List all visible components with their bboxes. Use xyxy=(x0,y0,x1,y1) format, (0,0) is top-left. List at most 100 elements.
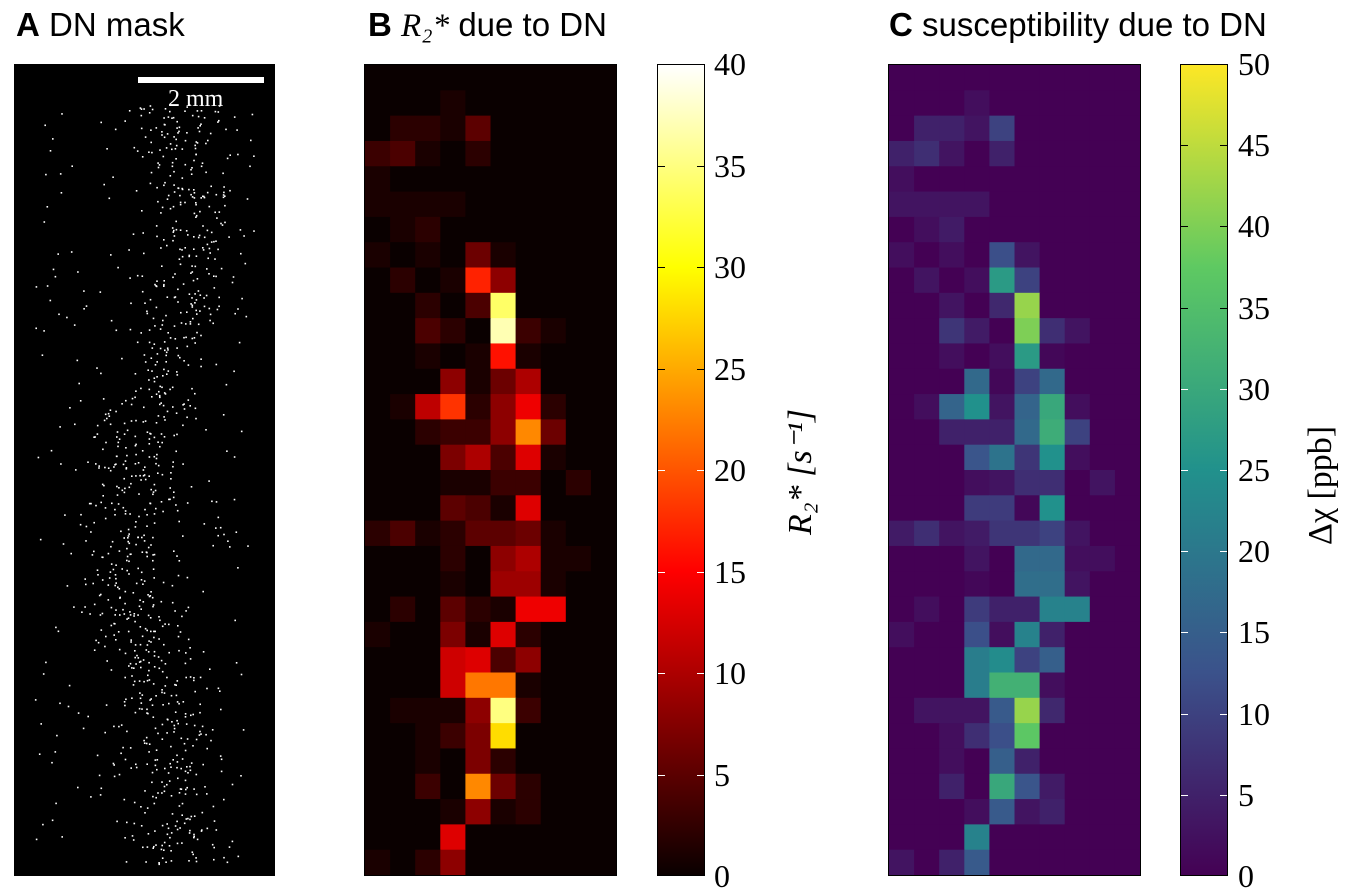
susceptibility-tick-label: 15 xyxy=(1238,614,1270,651)
r2star-tick-mark xyxy=(697,571,704,573)
susceptibility-cell xyxy=(1039,140,1066,167)
susceptibility-tick-mark xyxy=(1220,470,1227,471)
susceptibility-cell xyxy=(939,773,965,800)
r2star-cell xyxy=(565,191,592,218)
susceptibility-cell xyxy=(964,292,990,319)
r2star-cell xyxy=(465,647,492,674)
r2star-cell xyxy=(590,140,616,167)
r2star-tick-label: 40 xyxy=(714,46,746,82)
susceptibility-cell xyxy=(1089,824,1116,851)
r2star-tick-mark xyxy=(697,470,704,471)
r2star-cell xyxy=(465,697,492,724)
r2star-cell xyxy=(590,773,616,800)
r2star-cell xyxy=(440,90,466,117)
susceptibility-cell xyxy=(939,799,965,825)
susceptibility-cell xyxy=(1114,545,1140,572)
susceptibility-cell xyxy=(989,520,1016,547)
r2star-cell xyxy=(490,394,517,420)
susceptibility-cell xyxy=(1014,90,1041,117)
susceptibility-cell xyxy=(914,90,940,117)
r2star-tick-label: 35 xyxy=(714,147,746,184)
susceptibility-cell xyxy=(1039,267,1066,294)
susceptibility-cell xyxy=(989,343,1016,370)
susceptibility-cell xyxy=(989,672,1016,699)
susceptibility-cell xyxy=(889,596,915,623)
r2star-cell xyxy=(415,242,441,269)
r2star-cell xyxy=(490,596,517,623)
susceptibility-cell xyxy=(989,318,1016,345)
r2star-cell xyxy=(465,368,492,395)
r2star-tick-label: 5 xyxy=(714,756,730,793)
susceptibility-cell xyxy=(1064,140,1091,167)
susceptibility-cell xyxy=(989,647,1016,674)
r2star-cell xyxy=(540,343,567,370)
r2star-cell xyxy=(415,65,441,91)
susceptibility-cell xyxy=(1114,621,1140,648)
r2star-cell xyxy=(365,267,391,294)
susceptibility-cell xyxy=(1039,292,1066,319)
r2star-cell xyxy=(540,647,567,674)
r2star-cell xyxy=(515,799,542,825)
susceptibility-cell xyxy=(1089,470,1116,496)
susceptibility-cell xyxy=(989,621,1016,648)
susceptibility-cell xyxy=(939,419,965,446)
susceptibility-cell xyxy=(1039,242,1066,269)
susceptibility-cell xyxy=(1064,545,1091,572)
r2star-cell xyxy=(415,520,441,547)
r2star-tick-mark xyxy=(697,368,704,370)
susceptibility-cell xyxy=(964,191,990,218)
r2star-cell xyxy=(440,318,466,345)
r2star-cell xyxy=(540,368,567,395)
r2star-tick-mark xyxy=(658,267,665,268)
r2star-cell xyxy=(540,90,567,117)
susceptibility-cell xyxy=(1114,318,1140,345)
susceptibility-cell xyxy=(1114,216,1140,243)
susceptibility-cell xyxy=(1039,394,1066,420)
r2star-cell xyxy=(565,470,592,496)
susceptibility-cell xyxy=(914,723,940,750)
susceptibility-cell xyxy=(889,470,915,496)
r2star-cell xyxy=(565,849,592,875)
r2star-cell xyxy=(465,672,492,699)
susceptibility-cell xyxy=(1089,723,1116,750)
r2star-cell xyxy=(415,419,441,446)
susceptibility-cell xyxy=(1039,723,1066,750)
r2star-cell xyxy=(490,824,517,851)
r2star-cell xyxy=(540,545,567,572)
susceptibility-cell xyxy=(939,318,965,345)
susceptibility-cell xyxy=(989,65,1016,91)
r2star-cell xyxy=(590,166,616,193)
r2star-cell xyxy=(440,672,466,699)
r2star-cell xyxy=(515,267,542,294)
r2star-cell xyxy=(465,849,492,875)
r2star-cell xyxy=(365,571,391,598)
susceptibility-cell xyxy=(1089,571,1116,598)
susceptibility-cell xyxy=(889,849,915,875)
susceptibility-tick-mark xyxy=(1220,307,1227,309)
r2star-cell xyxy=(440,115,466,142)
susceptibility-cell xyxy=(1089,166,1116,193)
susceptibility-cell xyxy=(914,773,940,800)
r2star-cell xyxy=(590,444,616,471)
susceptibility-cell xyxy=(1014,292,1041,319)
r2star-cell xyxy=(440,495,466,522)
r2star-cell xyxy=(590,596,616,623)
r2star-cell xyxy=(490,621,517,648)
r2star-cell xyxy=(590,495,616,522)
susceptibility-cell xyxy=(939,90,965,117)
susceptibility-cell xyxy=(889,647,915,674)
susceptibility-cell xyxy=(889,242,915,269)
susceptibility-cell xyxy=(914,849,940,875)
susceptibility-cell xyxy=(1064,394,1091,420)
r2star-tick-label: 20 xyxy=(714,452,746,488)
susceptibility-cell xyxy=(889,824,915,851)
r2star-cell xyxy=(540,571,567,598)
r2star-cell xyxy=(440,849,466,875)
susceptibility-cell xyxy=(889,292,915,319)
susceptibility-cell xyxy=(914,571,940,598)
susceptibility-cell xyxy=(939,394,965,420)
r2star-cell xyxy=(490,343,517,370)
susceptibility-cell xyxy=(1114,495,1140,522)
r2star-cell xyxy=(390,571,416,598)
r2star-cell xyxy=(540,444,567,471)
